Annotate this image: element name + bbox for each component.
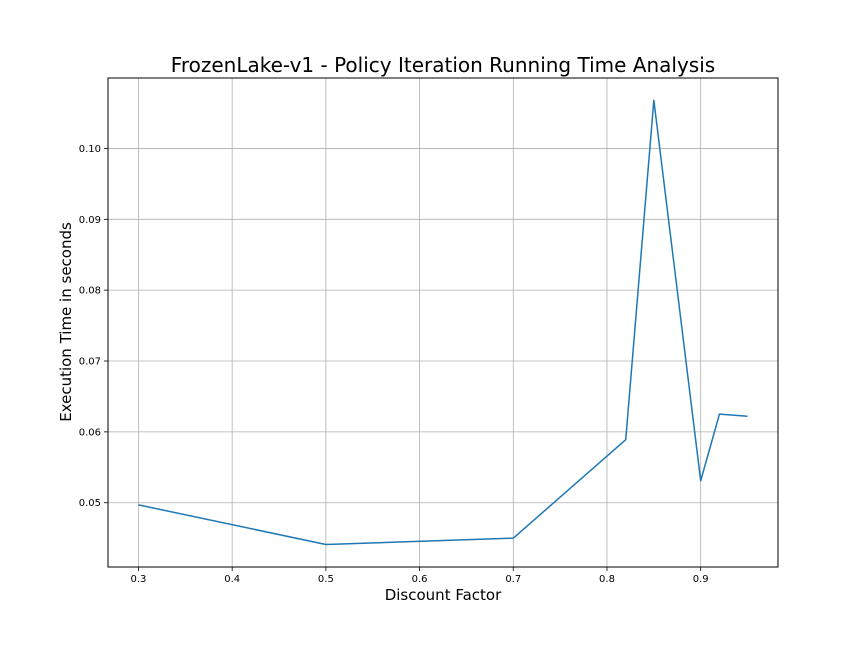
y-axis-label: Execution Time in seconds — [57, 222, 75, 422]
x-tick-label: 0.7 — [505, 574, 521, 585]
plot-frame — [107, 77, 779, 568]
x-tick-label: 0.9 — [693, 574, 709, 585]
x-tick-label: 0.3 — [131, 574, 147, 585]
y-tick-label: 0.08 — [79, 286, 101, 297]
y-tick-label: 0.10 — [79, 144, 101, 155]
series-line — [138, 99, 748, 546]
x-tick-label: 0.4 — [224, 574, 240, 585]
x-tick-label: 0.5 — [318, 574, 334, 585]
y-tick-label: 0.06 — [79, 427, 101, 438]
y-tick-label: 0.09 — [79, 215, 101, 226]
series-layer — [138, 99, 748, 546]
y-tick-label: 0.07 — [79, 357, 101, 368]
grid-layer — [108, 78, 778, 567]
y-tick-label: 0.05 — [79, 498, 101, 509]
x-axis-label: Discount Factor — [385, 586, 502, 604]
tick-layer: 0.3 0.4 0.5 0.6 0.7 0.8 0.9 0.05 0.06 0.07 0.08 0.0… — [79, 144, 709, 585]
chart-title: FrozenLake-v1 - Policy Iteration Running… — [171, 53, 715, 77]
x-tick-label: 0.6 — [412, 574, 428, 585]
x-tick-label: 0.8 — [599, 574, 615, 585]
